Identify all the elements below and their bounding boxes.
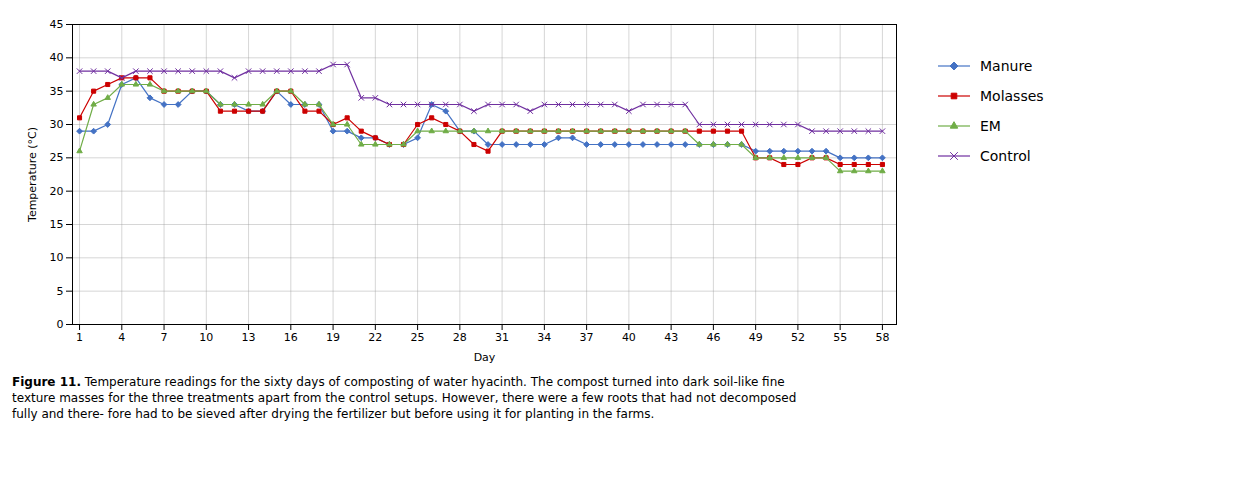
html-text:Control: Control: [980, 148, 1031, 164]
svg-text:15: 15: [50, 218, 64, 231]
svg-text:52: 52: [791, 331, 805, 344]
svg-text:22: 22: [368, 331, 382, 344]
svg-text:Temperature (°C): Temperature (°C): [26, 127, 39, 223]
svg-text:20: 20: [50, 185, 64, 198]
svg-text:28: 28: [453, 331, 467, 344]
svg-text:40: 40: [622, 331, 636, 344]
html-text:Manure: Manure: [980, 58, 1033, 74]
svg-text:13: 13: [242, 331, 256, 344]
svg-text:Day: Day: [474, 351, 496, 364]
html-text:Figure 11. Temperature reading: Figure 11. Temperature readings for the …: [12, 375, 797, 421]
svg-text:25: 25: [411, 331, 425, 344]
html-text:EM: EM: [980, 118, 1001, 134]
svg-text:0: 0: [57, 318, 64, 331]
svg-text:45: 45: [50, 18, 64, 31]
svg-text:34: 34: [537, 331, 551, 344]
svg-text:46: 46: [706, 331, 720, 344]
html-text:Molasses: Molasses: [980, 88, 1044, 104]
svg-text:55: 55: [833, 331, 847, 344]
svg-text:19: 19: [326, 331, 340, 344]
svg-text:49: 49: [749, 331, 763, 344]
svg-text:5: 5: [57, 285, 64, 298]
svg-text:4: 4: [118, 331, 125, 344]
svg-text:1: 1: [76, 331, 83, 344]
svg-text:7: 7: [161, 331, 168, 344]
svg-text:35: 35: [50, 85, 64, 98]
svg-text:10: 10: [199, 331, 213, 344]
svg-text:43: 43: [664, 331, 678, 344]
svg-text:25: 25: [50, 151, 64, 164]
svg-text:58: 58: [875, 331, 889, 344]
svg-text:31: 31: [495, 331, 509, 344]
svg-text:16: 16: [284, 331, 298, 344]
svg-text:30: 30: [50, 118, 64, 131]
svg-text:37: 37: [580, 331, 594, 344]
svg-text:10: 10: [50, 251, 64, 264]
svg-text:40: 40: [50, 51, 64, 64]
